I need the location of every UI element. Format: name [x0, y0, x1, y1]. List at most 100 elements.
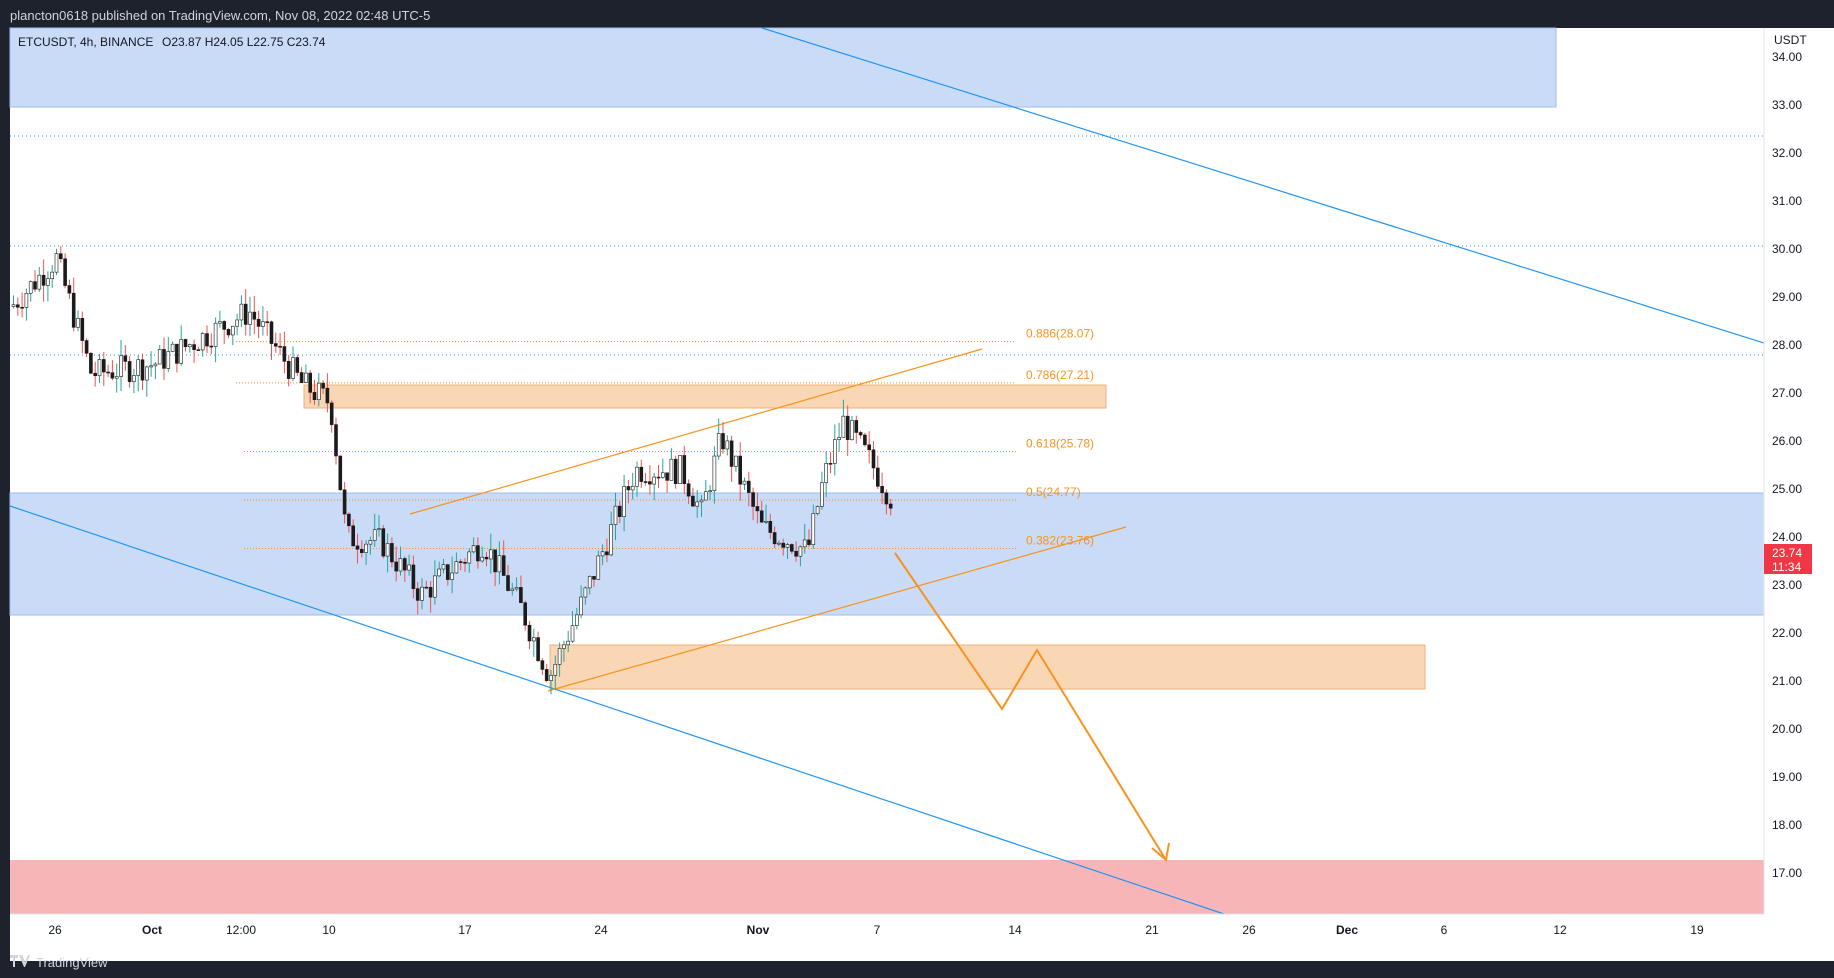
candle-body[interactable]	[557, 648, 562, 665]
candle-body[interactable]	[110, 372, 115, 379]
candle-body[interactable]	[764, 520, 768, 523]
candle-body[interactable]	[41, 274, 46, 286]
candle-body[interactable]	[884, 492, 889, 505]
candle-body[interactable]	[226, 329, 231, 336]
candle-body[interactable]	[772, 532, 777, 545]
candle-body[interactable]	[708, 490, 712, 493]
orange-supply-zone[interactable]	[303, 384, 1107, 409]
candle-body[interactable]	[450, 572, 454, 580]
plot-area[interactable]	[10, 28, 1764, 914]
candle-body[interactable]	[785, 544, 790, 548]
candle-body[interactable]	[299, 372, 304, 383]
blue-support-zone[interactable]	[9, 492, 1765, 616]
candle-body[interactable]	[626, 486, 631, 491]
orange-demand-zone[interactable]	[549, 644, 1426, 690]
candle-body[interactable]	[213, 322, 218, 347]
blue-descending-trendline-upper[interactable]	[761, 27, 1834, 366]
candle-body[interactable]	[149, 365, 153, 368]
candle-body[interactable]	[84, 340, 89, 354]
candle-body[interactable]	[682, 455, 687, 485]
candle-body[interactable]	[67, 285, 72, 294]
candle-body[interactable]	[265, 321, 270, 323]
candle-body[interactable]	[648, 481, 652, 485]
candle-body[interactable]	[269, 321, 274, 344]
candle-body[interactable]	[712, 455, 717, 491]
candle-body[interactable]	[248, 311, 252, 325]
candle-body[interactable]	[617, 505, 622, 517]
candle-body[interactable]	[867, 444, 872, 451]
candle-body[interactable]	[175, 343, 179, 364]
candle-body[interactable]	[76, 318, 80, 328]
candle-body[interactable]	[669, 458, 674, 481]
candle-body[interactable]	[63, 258, 67, 286]
projected-path[interactable]	[894, 552, 1167, 861]
candle-body[interactable]	[467, 551, 472, 564]
candle-body[interactable]	[162, 349, 166, 369]
candle-body[interactable]	[145, 366, 149, 381]
candle-body[interactable]	[540, 660, 545, 670]
price-axis[interactable]	[1764, 28, 1834, 914]
candle-body[interactable]	[858, 432, 863, 436]
candle-body[interactable]	[471, 545, 476, 553]
candle-body[interactable]	[132, 375, 136, 382]
candle-body[interactable]	[656, 476, 661, 479]
candle-body[interactable]	[235, 319, 239, 327]
candle-body[interactable]	[252, 311, 257, 320]
candle-body[interactable]	[759, 510, 764, 523]
candle-body[interactable]	[97, 359, 102, 377]
candle-body[interactable]	[192, 344, 196, 350]
candle-body[interactable]	[20, 306, 24, 309]
candle-body[interactable]	[476, 545, 480, 562]
candle-body[interactable]	[488, 549, 493, 560]
candle-body[interactable]	[570, 625, 575, 642]
candle-body[interactable]	[574, 614, 579, 626]
candle-body[interactable]	[729, 440, 734, 467]
candle-body[interactable]	[127, 361, 132, 382]
candle-body[interactable]	[58, 253, 63, 260]
candle-body[interactable]	[794, 550, 798, 557]
candle-body[interactable]	[381, 528, 386, 557]
candle-body[interactable]	[592, 576, 596, 580]
candle-body[interactable]	[256, 318, 261, 327]
candle-body[interactable]	[777, 542, 781, 545]
candle-body[interactable]	[510, 588, 515, 591]
candle-body[interactable]	[33, 281, 37, 290]
candle-body[interactable]	[355, 545, 360, 550]
candle-body[interactable]	[71, 292, 76, 328]
candle-body[interactable]	[798, 546, 803, 557]
candle-body[interactable]	[157, 349, 162, 365]
candle-body[interactable]	[832, 439, 837, 464]
candle-body[interactable]	[583, 587, 588, 598]
candle-body[interactable]	[179, 339, 183, 364]
candle-body[interactable]	[291, 357, 295, 379]
candle-body[interactable]	[841, 415, 846, 438]
candle-body[interactable]	[863, 434, 867, 446]
candle-body[interactable]	[660, 472, 665, 478]
candle-body[interactable]	[643, 481, 648, 483]
candle-body[interactable]	[630, 485, 635, 491]
candle-body[interactable]	[312, 392, 317, 401]
candle-body[interactable]	[635, 466, 639, 487]
candle-body[interactable]	[295, 357, 300, 373]
candle-body[interactable]	[359, 548, 364, 553]
candle-body[interactable]	[218, 321, 222, 324]
candle-body[interactable]	[114, 376, 119, 379]
candle-body[interactable]	[734, 455, 738, 467]
candle-body[interactable]	[875, 467, 880, 487]
candle-body[interactable]	[703, 491, 708, 501]
candle-body[interactable]	[183, 339, 188, 348]
candle-body[interactable]	[196, 349, 201, 351]
candle-body[interactable]	[209, 345, 214, 348]
candle-body[interactable]	[243, 303, 248, 325]
candle-body[interactable]	[802, 539, 807, 548]
candle-body[interactable]	[200, 333, 205, 351]
candle-body[interactable]	[407, 564, 411, 571]
orange-wedge-upper-line[interactable]	[409, 348, 983, 515]
candlestick-series[interactable]	[11, 246, 893, 695]
candle-body[interactable]	[222, 321, 226, 330]
fib-retracement[interactable]: 0.886(28.07) 0.786(27.21) 0.618(25.78) 0.5(…	[236, 327, 1094, 550]
candle-body[interactable]	[854, 420, 859, 433]
candle-body[interactable]	[639, 466, 644, 482]
orange-wedge-lower-line[interactable]	[547, 526, 1127, 692]
candle-body[interactable]	[377, 528, 381, 531]
